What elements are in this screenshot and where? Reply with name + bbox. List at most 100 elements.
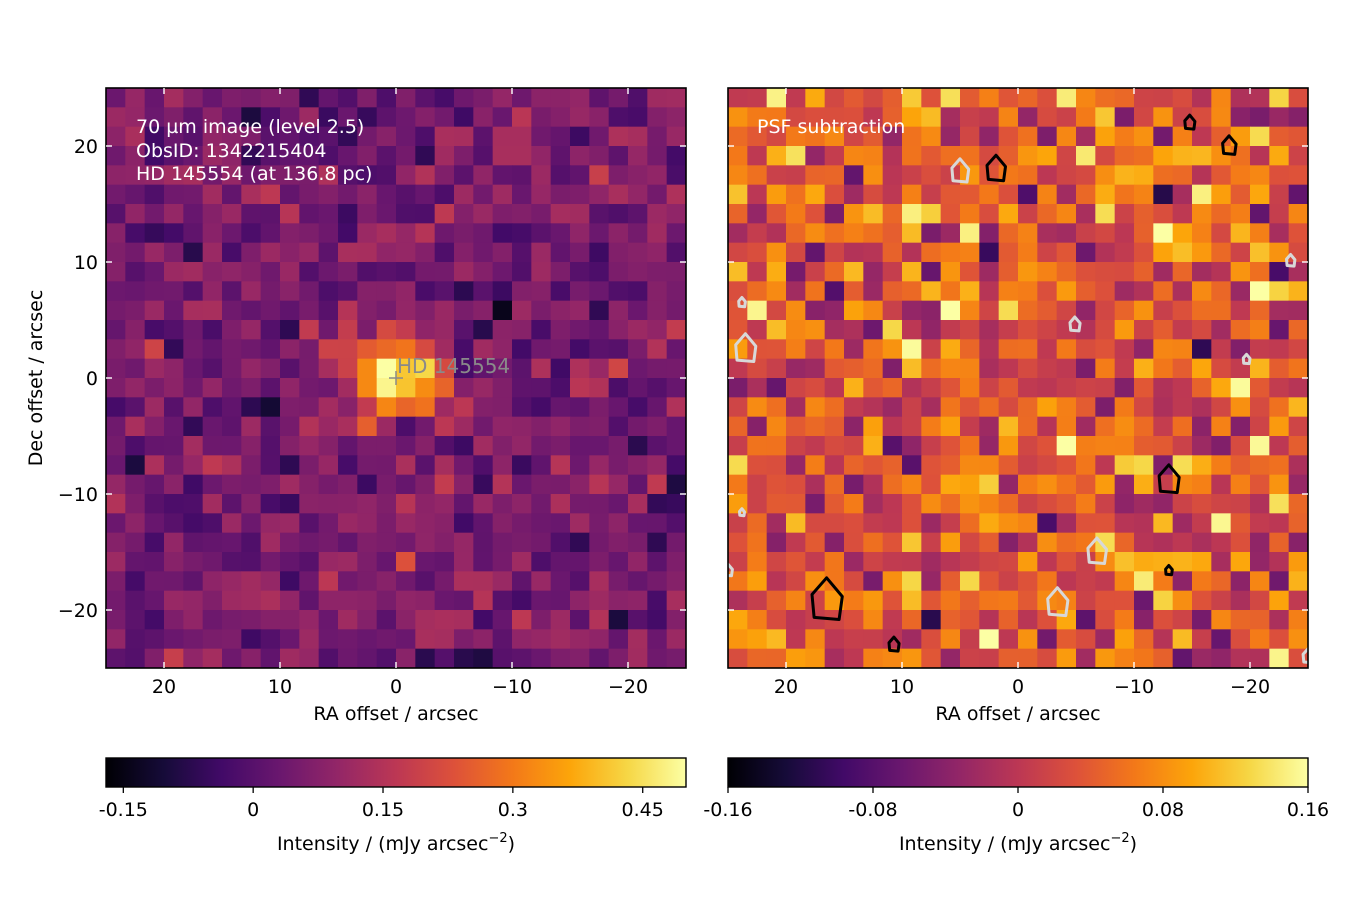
heatmap-cell xyxy=(805,242,826,263)
heatmap-cell xyxy=(1250,223,1270,244)
heatmap-cell xyxy=(766,552,787,572)
heatmap-cell xyxy=(747,416,768,437)
heatmap-cell xyxy=(570,571,590,592)
heatmap-cell xyxy=(998,629,1019,650)
heatmap-cell xyxy=(940,532,961,553)
contour-negative xyxy=(950,157,971,184)
heatmap-cell xyxy=(202,571,223,592)
heatmap-cell xyxy=(608,165,629,186)
heatmap-cell xyxy=(1269,416,1290,437)
heatmap-cell xyxy=(396,146,416,166)
heatmap-cell xyxy=(844,262,864,282)
heatmap-cell xyxy=(608,474,629,495)
heatmap-cell xyxy=(766,416,787,437)
heatmap-cell xyxy=(1095,339,1116,360)
heatmap-cell xyxy=(844,184,864,205)
heatmap-cell xyxy=(1288,320,1308,340)
heatmap-cell xyxy=(454,532,474,553)
heatmap-cell xyxy=(666,107,686,128)
heatmap-cell xyxy=(473,416,494,437)
heatmap-cell xyxy=(260,532,281,553)
heatmap-cell xyxy=(998,88,1019,108)
heatmap-cell xyxy=(299,474,320,495)
heatmap-cell xyxy=(512,204,532,224)
heatmap-cell xyxy=(299,648,320,668)
heatmap-cell xyxy=(589,571,610,592)
heatmap-cell xyxy=(434,300,455,321)
heatmap-cell xyxy=(940,184,961,205)
heatmap-cell xyxy=(940,300,961,321)
heatmap-cell xyxy=(202,165,223,186)
heatmap-cell xyxy=(1114,436,1135,456)
heatmap-cell xyxy=(202,474,223,495)
heatmap-cell xyxy=(608,358,629,379)
heatmap-cell xyxy=(570,610,590,630)
heatmap-cell xyxy=(318,416,339,437)
heatmap-cell xyxy=(921,281,942,302)
left-heatmap-pixels xyxy=(106,88,686,668)
heatmap-cell xyxy=(357,262,378,282)
heatmap-cell xyxy=(222,262,242,282)
heatmap-cell xyxy=(1018,513,1038,534)
x-tick-label: 20 xyxy=(152,676,176,698)
heatmap-cell xyxy=(786,378,806,398)
heatmap-cell xyxy=(338,262,358,282)
heatmap-cell xyxy=(202,126,223,147)
heatmap-cell xyxy=(805,223,826,244)
y-tick-label: −10 xyxy=(58,484,98,506)
heatmap-cell xyxy=(1250,474,1270,495)
heatmap-cell xyxy=(728,184,748,205)
heatmap-cell xyxy=(666,146,686,166)
heatmap-cell xyxy=(979,513,1000,534)
heatmap-cell xyxy=(454,165,474,186)
heatmap-cell xyxy=(454,184,474,205)
heatmap-cell xyxy=(1230,494,1251,514)
heatmap-cell xyxy=(960,629,980,650)
heatmap-cell xyxy=(299,146,320,166)
heatmap-cell xyxy=(786,165,806,186)
heatmap-cell xyxy=(628,339,648,360)
heatmap-cell xyxy=(921,629,942,650)
heatmap-cell xyxy=(492,436,513,456)
heatmap-cell xyxy=(260,416,281,437)
right-xlabel: RA offset / arcsec xyxy=(935,703,1100,725)
heatmap-cell xyxy=(280,552,300,572)
heatmap-cell xyxy=(144,590,165,611)
heatmap-cell xyxy=(1172,184,1193,205)
heatmap-cell xyxy=(125,648,146,668)
heatmap-cell xyxy=(786,513,806,534)
heatmap-cell xyxy=(415,204,436,224)
heatmap-cell xyxy=(628,629,648,650)
heatmap-cell xyxy=(106,204,126,224)
heatmap-cell xyxy=(1250,590,1270,611)
heatmap-cell xyxy=(125,300,146,321)
heatmap-cell xyxy=(492,610,513,630)
heatmap-cell xyxy=(998,165,1019,186)
heatmap-cell xyxy=(979,358,1000,379)
heatmap-cell xyxy=(454,107,474,128)
heatmap-cell xyxy=(357,474,378,495)
heatmap-cell xyxy=(1250,320,1270,340)
heatmap-cell xyxy=(434,455,455,476)
heatmap-cell xyxy=(299,610,320,630)
heatmap-cell xyxy=(164,552,184,572)
heatmap-cell xyxy=(473,242,494,263)
heatmap-cell xyxy=(164,455,184,476)
heatmap-cell xyxy=(299,184,320,205)
heatmap-cell xyxy=(1114,300,1135,321)
heatmap-cell xyxy=(144,532,165,553)
heatmap-cell xyxy=(844,223,864,244)
heatmap-cell xyxy=(902,532,922,553)
heatmap-cell xyxy=(998,513,1019,534)
heatmap-cell xyxy=(106,339,126,360)
heatmap-cell xyxy=(1288,436,1308,456)
heatmap-cell xyxy=(260,378,281,398)
heatmap-cell xyxy=(318,165,339,186)
heatmap-cell xyxy=(260,223,281,244)
heatmap-cell xyxy=(766,320,787,340)
heatmap-cell xyxy=(512,416,532,437)
heatmap-cell xyxy=(550,590,571,611)
heatmap-cell xyxy=(589,339,610,360)
heatmap-cell xyxy=(202,223,223,244)
heatmap-cell xyxy=(202,397,223,418)
